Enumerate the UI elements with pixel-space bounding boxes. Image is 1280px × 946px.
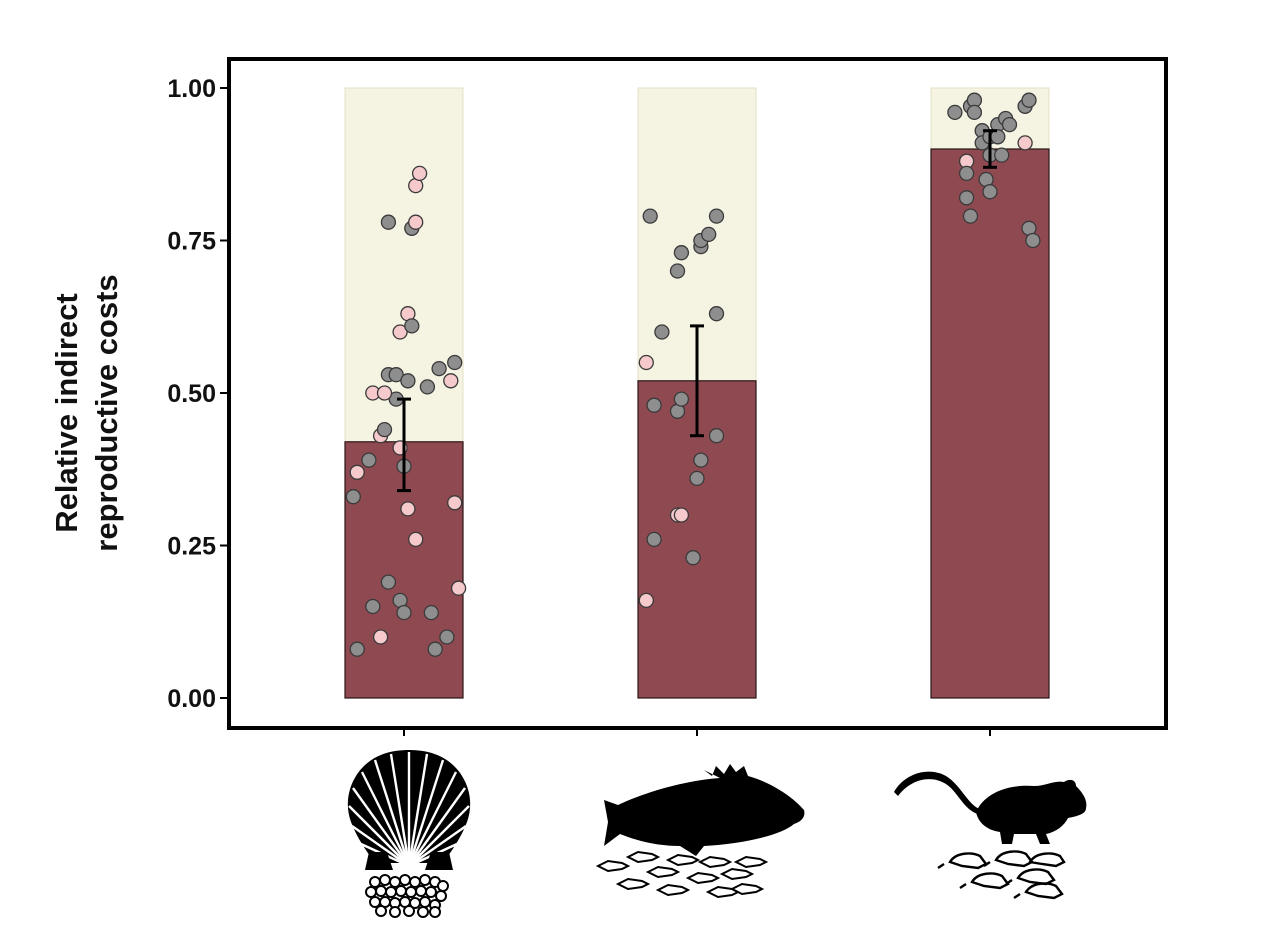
data-point-scallop-22	[392, 324, 408, 340]
data-point-scallop-4	[380, 574, 397, 590]
scallop-with-eggs-icon	[347, 750, 471, 918]
data-point-scallop-21	[400, 373, 416, 389]
data-point-scallop-29	[411, 165, 428, 182]
data-point-fish-4	[646, 531, 662, 548]
data-point-scallop-32	[427, 641, 443, 657]
data-point-rodent-1	[947, 104, 963, 121]
y-tick-label-0.25: 0.25	[167, 533, 216, 561]
data-point-rodent-17	[994, 147, 1010, 163]
data-point-scallop-3	[365, 598, 381, 615]
data-point-scallop-7	[361, 452, 377, 468]
data-point-fish-11	[669, 263, 686, 279]
y-axis-label-line-1: Relative indirect	[49, 293, 84, 532]
data-point-scallop-27	[380, 214, 397, 230]
data-point-rodent-22	[1017, 135, 1033, 151]
data-point-fish-1	[638, 592, 654, 609]
data-point-fish-19	[708, 208, 725, 224]
data-point-fish-12	[673, 245, 690, 261]
data-point-rodent-4	[958, 190, 975, 206]
data-points	[345, 92, 1041, 657]
data-point-fish-8	[673, 507, 690, 523]
y-tick-label-0.00: 0.00	[167, 685, 216, 713]
rodent-with-pups-icon	[894, 771, 1087, 900]
data-point-rodent-12	[982, 184, 998, 200]
data-point-scallop-17	[400, 501, 416, 517]
fish-with-fry-icon	[595, 764, 805, 899]
data-point-scallop-24	[404, 318, 420, 334]
data-point-scallop-14	[388, 367, 404, 383]
data-point-fish-6	[654, 324, 670, 340]
y-tick-label-0.75: 0.75	[167, 228, 216, 256]
data-point-scallop-33	[431, 360, 447, 377]
data-point-fish-3	[646, 397, 662, 413]
data-point-rodent-5	[962, 208, 979, 224]
error-bar-fish	[690, 324, 704, 438]
data-point-scallop-1	[349, 641, 365, 657]
y-axis-label-line-2: reproductive costs	[89, 274, 124, 551]
data-point-scallop-36	[447, 354, 463, 371]
data-point-fish-5	[642, 208, 658, 224]
data-point-scallop-6	[349, 464, 365, 480]
data-point-fish-20	[708, 306, 725, 322]
data-point-rodent-8	[966, 104, 983, 121]
data-point-scallop-12	[376, 385, 393, 401]
data-point-scallop-38	[450, 580, 467, 596]
data-point-rodent-24	[1025, 232, 1041, 249]
data-point-fish-14	[689, 470, 705, 487]
data-point-fish-18	[701, 226, 717, 243]
data-point-scallop-26	[408, 214, 424, 230]
data-point-scallop-2	[372, 629, 389, 645]
data-point-rodent-3	[958, 165, 975, 182]
data-point-fish-21	[708, 428, 725, 444]
data-point-scallop-30	[419, 379, 436, 395]
data-point-scallop-34	[439, 629, 455, 645]
y-tick-label-0.50: 0.50	[167, 380, 216, 408]
data-point-rodent-21	[1021, 92, 1037, 108]
data-point-scallop-37	[447, 495, 463, 511]
data-point-scallop-35	[443, 373, 459, 389]
y-tick-label-1.00: 1.00	[167, 75, 216, 103]
y-axis: 0.00 0.25 0.50 0.75 1.00	[167, 75, 229, 713]
data-point-scallop-18	[408, 531, 424, 548]
error-bar-rodent	[983, 129, 997, 169]
data-point-scallop-9	[376, 421, 393, 438]
data-point-fish-10	[673, 391, 690, 407]
error-bars	[397, 129, 997, 493]
x-axis	[403, 730, 991, 736]
bars	[344, 148, 1050, 699]
data-point-fish-13	[685, 550, 701, 566]
data-point-scallop-16	[396, 604, 412, 621]
data-point-fish-15	[693, 452, 709, 468]
data-point-fish-2	[638, 354, 654, 371]
data-point-scallop-5	[345, 489, 361, 505]
error-bar-scallop	[397, 397, 411, 493]
data-point-rodent-19	[1001, 116, 1018, 133]
data-point-scallop-31	[423, 604, 439, 621]
